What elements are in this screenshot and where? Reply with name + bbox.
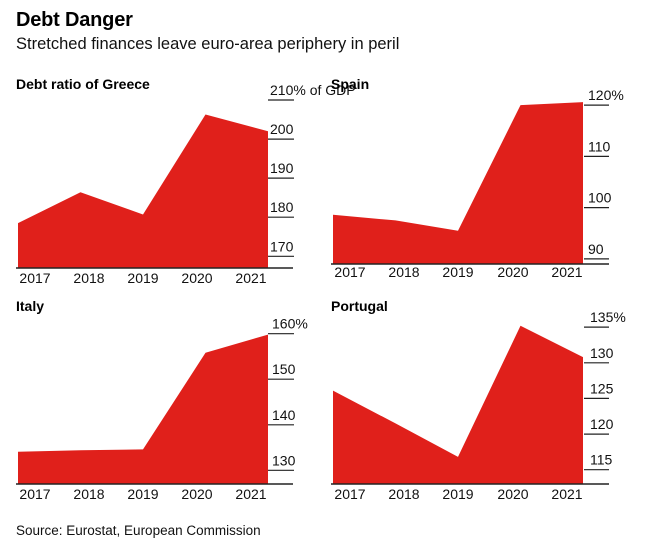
greece-chart-title: Debt ratio of Greece	[16, 76, 150, 92]
spain-x-tick-label: 2020	[497, 264, 528, 280]
page-subtitle: Stretched finances leave euro-area perip…	[16, 35, 400, 53]
italy-x-tick-label: 2018	[73, 486, 104, 502]
spain-x-tick-label: 2019	[442, 264, 473, 280]
greece-y-tick-label: 200	[270, 121, 294, 137]
portugal-x-tick-label: 2020	[497, 486, 528, 502]
page-title: Debt Danger	[16, 9, 133, 31]
greece-x-tick-label: 2019	[127, 270, 158, 286]
portugal-chart-title: Portugal	[331, 298, 388, 314]
portugal-y-tick-label: 130	[590, 345, 614, 361]
portugal-x-tick-label: 2021	[551, 486, 582, 502]
portugal-y-tick-label: 135%	[590, 309, 626, 325]
spain-y-tick-label: 110	[588, 138, 611, 154]
spain-y-tick-label: 100	[588, 190, 612, 206]
spain-area-series	[333, 102, 583, 264]
italy-x-tick-label: 2021	[235, 486, 266, 502]
source-note: Source: Eurostat, European Commission	[16, 523, 261, 538]
italy-area-series	[18, 334, 268, 484]
spain-y-tick-label: 120%	[588, 87, 624, 103]
spain-y-tick-label: 90	[588, 241, 604, 257]
italy-y-tick-label: 130	[272, 452, 296, 468]
portugal-area-series	[333, 325, 583, 484]
italy-x-tick-label: 2020	[181, 486, 212, 502]
italy-y-tick-label: 160%	[272, 316, 308, 332]
portugal-y-tick-label: 120	[590, 416, 614, 432]
greece-y-tick-label: 210% of GDP	[270, 82, 356, 98]
italy-y-tick-label: 150	[272, 361, 296, 377]
greece-y-tick-label: 180	[270, 199, 294, 215]
italy-x-tick-label: 2019	[127, 486, 158, 502]
portugal-y-tick-label: 115	[590, 452, 613, 468]
greece-x-tick-label: 2018	[73, 270, 104, 286]
greece-x-tick-label: 2021	[235, 270, 266, 286]
spain-x-tick-label: 2018	[388, 264, 419, 280]
greece-y-tick-label: 190	[270, 160, 294, 176]
italy-chart-title: Italy	[16, 298, 44, 314]
italy-x-tick-label: 2017	[19, 486, 50, 502]
italy-y-tick-label: 140	[272, 407, 296, 423]
spain-x-tick-label: 2021	[551, 264, 582, 280]
spain-x-tick-label: 2017	[334, 264, 365, 280]
portugal-x-tick-label: 2017	[334, 486, 365, 502]
greece-x-tick-label: 2020	[181, 270, 212, 286]
greece-y-tick-label: 170	[270, 238, 294, 254]
greece-area-series	[18, 114, 268, 268]
greece-x-tick-label: 2017	[19, 270, 50, 286]
portugal-y-tick-label: 125	[590, 380, 614, 396]
portugal-x-tick-label: 2019	[442, 486, 473, 502]
portugal-x-tick-label: 2018	[388, 486, 419, 502]
spain-chart-title: Spain	[331, 76, 369, 92]
